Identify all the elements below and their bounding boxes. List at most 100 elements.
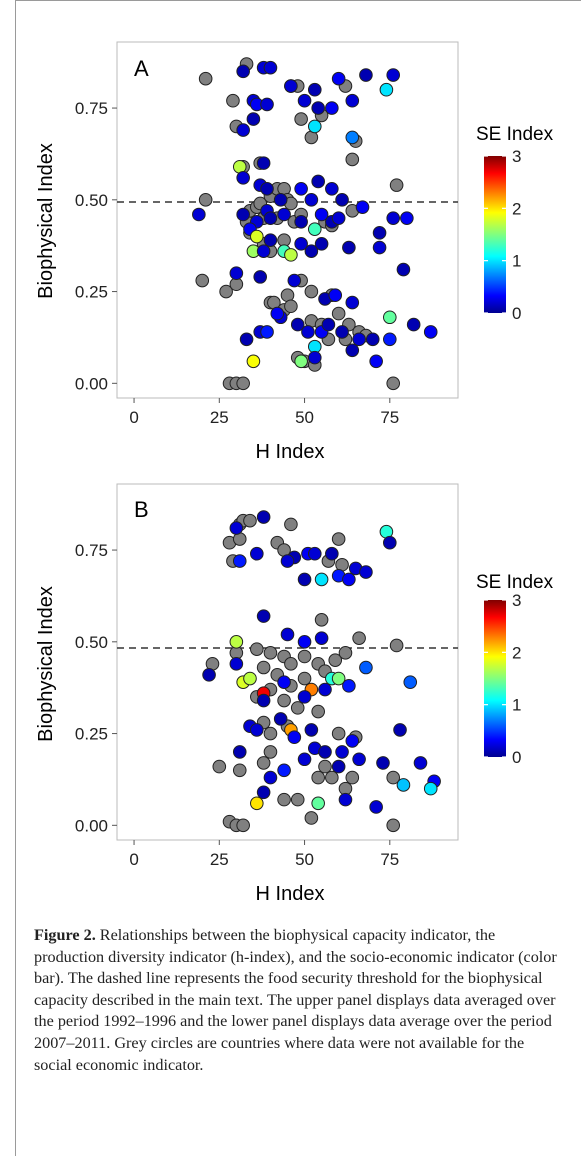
data-point xyxy=(314,631,329,645)
grey-point xyxy=(284,657,298,671)
data-point xyxy=(229,266,244,281)
data-point xyxy=(383,332,397,347)
colorbar-a xyxy=(484,156,506,313)
data-point xyxy=(229,635,244,649)
data-point xyxy=(236,64,250,79)
data-point xyxy=(256,693,271,708)
axis-ticks-a: 0 25 50 75 0.00 0.25 0.50 0.75 xyxy=(75,99,399,427)
data-point xyxy=(256,244,271,258)
x-tick-label: 50 xyxy=(295,408,314,427)
panel-a: A 0 25 50 75 0.00 0.25 0.50 0.75 H Index Biophy… xyxy=(35,41,554,463)
points-group-a xyxy=(192,57,438,391)
data-point xyxy=(287,273,302,288)
data-point xyxy=(236,170,250,185)
data-point xyxy=(297,635,312,649)
data-point xyxy=(246,354,261,369)
data-point xyxy=(277,763,291,778)
data-point xyxy=(393,723,407,737)
grey-point xyxy=(311,770,325,785)
data-point xyxy=(250,796,264,811)
grey-point xyxy=(389,178,404,192)
figure-frame xyxy=(15,0,581,1156)
data-point xyxy=(383,535,397,550)
y-tick-label: 0.00 xyxy=(75,816,108,835)
data-point xyxy=(273,712,288,726)
grey-point xyxy=(236,818,250,833)
colorbar-tick-label: 0 xyxy=(512,748,521,767)
grey-point xyxy=(352,631,366,645)
data-point xyxy=(406,317,421,332)
data-point xyxy=(294,237,308,251)
x-tick-label: 75 xyxy=(380,408,399,427)
colorbar-b xyxy=(484,600,506,757)
y-tick-label: 0.75 xyxy=(75,541,108,560)
colorbar-tick-label: 2 xyxy=(512,199,521,218)
data-point xyxy=(263,211,278,225)
data-point xyxy=(297,752,312,767)
grey-point xyxy=(389,638,404,653)
data-point xyxy=(229,657,244,671)
colorbar-title-b: SE Index xyxy=(476,572,554,593)
data-point xyxy=(277,675,291,689)
data-point xyxy=(239,332,254,347)
data-point xyxy=(369,800,383,814)
data-point xyxy=(311,101,325,115)
y-axis-title-a: Biophysical Index xyxy=(35,143,57,299)
data-point xyxy=(297,690,312,704)
data-point xyxy=(413,756,428,770)
data-point xyxy=(359,660,373,675)
x-axis-title-a: H Index xyxy=(256,441,325,463)
y-tick-label: 0.50 xyxy=(75,191,108,210)
data-point xyxy=(325,101,339,115)
colorbar-tick-label: 3 xyxy=(512,591,521,610)
data-point xyxy=(359,68,373,82)
data-point xyxy=(202,668,216,682)
x-tick-label: 0 xyxy=(129,408,138,427)
data-point xyxy=(318,745,332,759)
data-point xyxy=(338,792,353,807)
data-point xyxy=(352,752,366,767)
grey-point xyxy=(290,792,305,807)
data-point xyxy=(314,572,329,587)
data-point xyxy=(335,745,349,759)
panel-label-a: A xyxy=(134,56,149,81)
grey-point xyxy=(311,704,325,719)
data-point xyxy=(386,68,401,82)
data-point xyxy=(260,97,274,112)
data-point xyxy=(260,325,274,339)
data-point xyxy=(263,233,278,247)
colorbar-tick-label: 2 xyxy=(512,643,521,662)
data-point xyxy=(284,248,298,262)
data-point xyxy=(232,745,247,759)
grey-point xyxy=(195,273,210,288)
data-point xyxy=(383,310,397,325)
data-point xyxy=(256,510,271,524)
grey-point xyxy=(297,671,312,686)
data-point xyxy=(396,262,411,277)
grey-point xyxy=(256,756,271,770)
data-point xyxy=(423,325,438,339)
data-point xyxy=(263,60,278,75)
data-point xyxy=(232,554,247,568)
x-tick-label: 25 xyxy=(210,408,229,427)
data-point xyxy=(331,211,346,225)
grey-point xyxy=(345,770,360,785)
colorbar-title-a: SE Index xyxy=(476,124,554,145)
grey-point xyxy=(284,299,298,314)
grey-point xyxy=(304,811,319,825)
grey-point xyxy=(198,193,213,207)
data-point xyxy=(301,325,315,339)
data-point xyxy=(345,93,360,108)
data-point xyxy=(253,270,268,284)
data-point xyxy=(273,193,288,207)
panel-b: B 0 25 50 75 0.00 0.25 0.50 0.75 H Index Biophy… xyxy=(35,483,554,905)
grey-point xyxy=(236,376,250,391)
grey-point xyxy=(243,513,257,528)
data-point xyxy=(307,222,322,236)
data-point xyxy=(290,317,305,332)
caption-label: Figure 2. xyxy=(34,926,96,944)
x-tick-label: 0 xyxy=(129,850,138,869)
data-point xyxy=(229,521,244,535)
data-point xyxy=(423,781,438,796)
x-axis-title-b: H Index xyxy=(256,883,325,905)
